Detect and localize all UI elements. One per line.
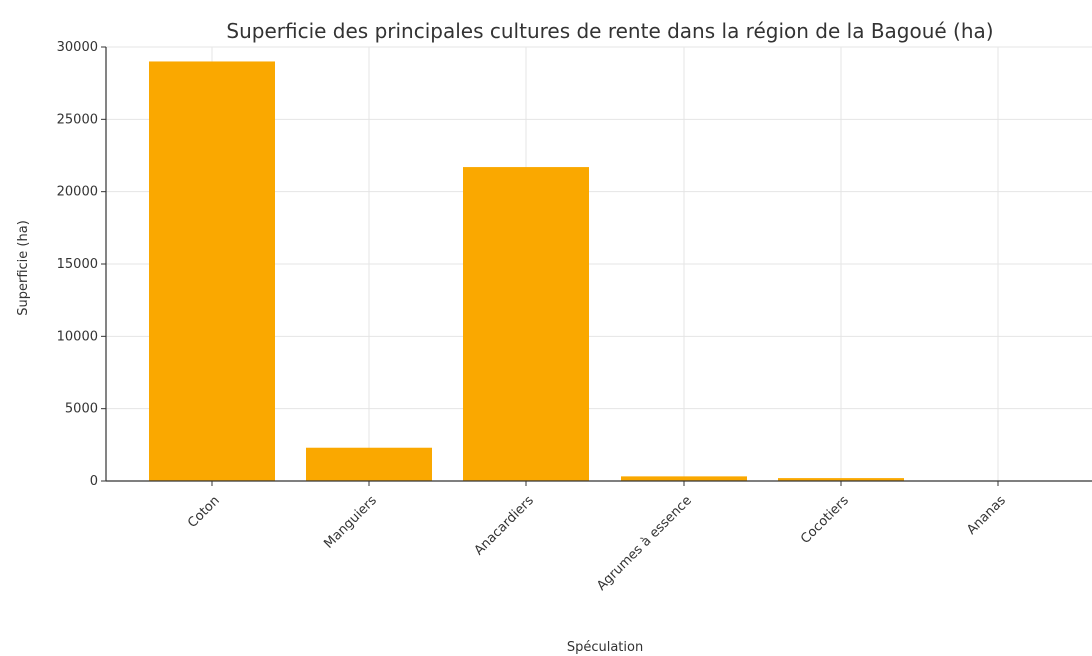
x-tick-label: Agrumes à essence bbox=[594, 493, 695, 594]
bar-manguiers bbox=[306, 447, 432, 481]
axes bbox=[101, 46, 1092, 486]
chart-title: Superficie des principales cultures de r… bbox=[226, 19, 993, 43]
x-tick-label: Manguiers bbox=[321, 493, 380, 552]
y-tick-label: 0 bbox=[90, 474, 98, 489]
bar-coton bbox=[149, 61, 275, 481]
x-tick-label: Anacardiers bbox=[472, 493, 537, 558]
y-tick-label: 20000 bbox=[57, 185, 98, 200]
y-tick-label: 25000 bbox=[57, 112, 98, 127]
y-tick-label: 15000 bbox=[57, 257, 98, 272]
x-tick-labels: Coton Manguiers Anacardiers Agrumes à essen… bbox=[185, 493, 1009, 594]
y-axis-label: Superficie (ha) bbox=[16, 220, 31, 316]
y-tick-labels: 0 5000 10000 15000 20000 25000 30000 bbox=[57, 40, 98, 489]
y-tick-label: 5000 bbox=[65, 402, 98, 417]
bar-cocotiers bbox=[778, 478, 904, 481]
x-tick-label: Coton bbox=[185, 493, 223, 531]
x-tick-label: Cocotiers bbox=[798, 493, 852, 547]
x-axis-label: Spéculation bbox=[567, 640, 643, 655]
x-tick-label: Ananas bbox=[964, 493, 1009, 538]
y-tick-label: 30000 bbox=[57, 40, 98, 55]
bar-anacardiers bbox=[463, 167, 589, 481]
bars bbox=[149, 61, 1061, 481]
bar-agrumes-essence bbox=[621, 476, 747, 481]
y-tick-label: 10000 bbox=[57, 329, 98, 344]
